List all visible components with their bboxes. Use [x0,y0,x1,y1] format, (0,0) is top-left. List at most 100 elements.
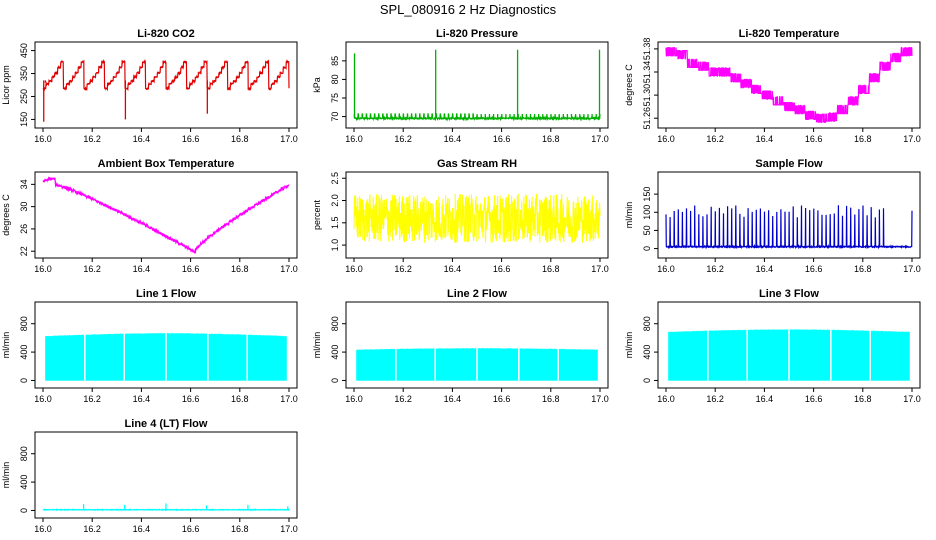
plot-frame [657,41,921,129]
y-tick-label: 400 [642,345,652,360]
x-tick-label: 16.4 [756,134,774,144]
x-tick-label: 16.2 [394,134,412,144]
figure-title: SPL_080916 2 Hz Diagnostics [380,2,557,17]
y-tick-label: 85 [330,56,340,66]
x-tick-label: 16.6 [182,524,200,534]
y-tick-label: 800 [330,316,340,331]
chart-title: Gas Stream RH [437,158,517,170]
y-tick-label: 70 [330,112,340,122]
chart-title: Ambient Box Temperature [98,158,235,170]
y-tick-label: 2.0 [330,194,340,207]
x-tick-label: 16.0 [34,524,52,534]
x-tick-label: 16.2 [83,524,101,534]
plot-frame [34,431,298,519]
x-tick-label: 16.4 [133,134,151,144]
chart-panel-8: Line 2 Flow ml/min 16.0 16.2 16.4 16.6 16.8 17.… [312,288,609,404]
series-line [665,205,913,250]
y-tick-label: 150 [19,112,29,127]
y-axis-label: percent [312,199,322,230]
y-axis-label: ml/min [624,202,634,229]
x-tick-label: 16.2 [83,264,101,274]
x-tick-label: 16.8 [231,264,249,274]
y-tick-label: 2.5 [330,172,340,185]
x-tick-label: 16.0 [34,394,52,404]
plot-frame [345,301,609,389]
y-tick-label: 150 [642,187,652,202]
y-axis-label: Licor ppm [1,65,11,105]
chart-title: Li-820 Temperature [739,28,840,40]
series-line [665,47,913,123]
y-tick-label: 100 [642,205,652,220]
x-tick-label: 16.0 [345,264,363,274]
x-tick-label: 16.8 [231,134,249,144]
y-tick-label: 0 [642,378,652,383]
x-tick-label: 16.2 [83,394,101,404]
y-tick-label: 51.30 [642,84,652,107]
chart-title: Line 4 (LT) Flow [125,418,208,430]
y-axis-label: ml/min [312,332,322,359]
x-tick-label: 17.0 [280,524,298,534]
chart-panel-9: Line 3 Flow ml/min 16.0 16.2 16.4 16.6 16.8 17.… [624,288,921,404]
y-tick-label: 50 [642,225,652,235]
x-tick-label: 17.0 [591,394,609,404]
x-tick-label: 16.0 [345,134,363,144]
plot-frame [345,41,609,129]
series-line [42,176,290,254]
x-tick-label: 16.4 [133,394,151,404]
plot-frame [657,301,921,389]
x-tick-label: 16.8 [542,264,560,274]
chart-title: Sample Flow [755,158,823,170]
y-tick-label: 75 [330,93,340,103]
y-tick-label: 0 [642,246,652,251]
x-tick-label: 16.8 [231,394,249,404]
y-axis-label: ml/min [1,462,11,489]
x-tick-label: 16.0 [657,134,675,144]
x-tick-label: 17.0 [280,264,298,274]
x-tick-label: 16.2 [394,264,412,274]
y-tick-label: 34 [19,179,29,189]
y-axis-label: kPa [312,77,322,93]
y-tick-label: 250 [19,89,29,104]
y-tick-label: 51.26 [642,107,652,130]
x-tick-label: 16.6 [805,394,823,404]
y-tick-label: 800 [642,316,652,331]
y-tick-label: 0 [330,378,340,383]
y-tick-label: 450 [19,43,29,58]
x-tick-label: 16.4 [756,394,774,404]
plot-frame [34,171,298,259]
y-tick-label: 80 [330,74,340,84]
x-tick-label: 17.0 [280,134,298,144]
y-tick-label: 800 [19,446,29,461]
x-tick-label: 16.8 [542,394,560,404]
x-tick-label: 16.0 [657,394,675,404]
series-line [353,193,601,243]
y-tick-label: 0 [19,378,29,383]
x-tick-label: 16.8 [542,134,560,144]
x-tick-label: 16.2 [706,134,724,144]
x-tick-label: 17.0 [903,134,921,144]
y-axis-label: ml/min [1,332,11,359]
y-tick-label: 0 [19,508,29,513]
x-tick-label: 17.0 [591,134,609,144]
x-tick-label: 16.2 [706,264,724,274]
y-axis-label: degrees C [1,194,11,236]
x-tick-label: 16.6 [805,264,823,274]
chart-panel-6: Sample Flow ml/min 16.0 16.2 16.4 16.6 16.8 17.… [624,158,921,274]
plot-frame [657,171,921,259]
series-line [353,113,601,122]
plot-frame [34,301,298,389]
x-tick-label: 16.4 [133,524,151,534]
x-tick-label: 16.0 [657,264,675,274]
x-tick-label: 16.6 [805,134,823,144]
x-tick-label: 16.0 [345,394,363,404]
chart-panel-5: Gas Stream RH percent 16.0 16.2 16.4 16.6 16.8… [312,158,609,274]
chart-title: Line 2 Flow [447,288,507,300]
y-tick-label: 400 [19,345,29,360]
x-tick-label: 16.6 [182,264,200,274]
x-tick-label: 16.6 [493,394,511,404]
y-tick-label: 30 [19,202,29,212]
chart-title: Line 3 Flow [759,288,819,300]
x-tick-label: 16.8 [854,264,872,274]
x-tick-label: 16.8 [231,524,249,534]
